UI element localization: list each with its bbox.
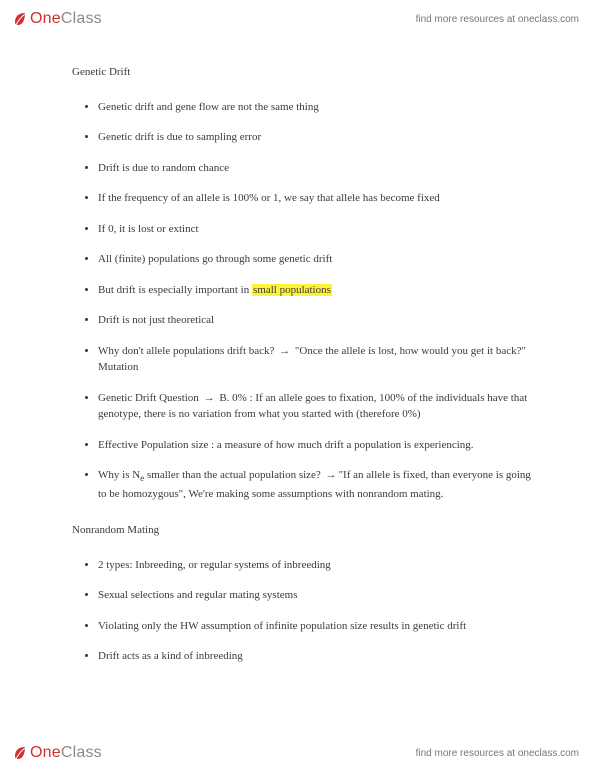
notes-list-2: 2 types: Inbreeding, or regular systems … xyxy=(72,557,535,665)
list-item: All (finite) populations go through some… xyxy=(98,251,535,268)
header-bar: OneClass find more resources at oneclass… xyxy=(0,0,595,34)
list-item: Drift is due to random chance xyxy=(98,160,535,177)
resources-link-bottom[interactable]: find more resources at oneclass.com xyxy=(416,748,579,759)
arrow-icon: → xyxy=(277,345,292,357)
list-item-highlight: But drift is especially important in sma… xyxy=(98,282,535,299)
list-item: Violating only the HW assumption of infi… xyxy=(98,618,535,635)
list-item: Genetic drift and gene flow are not the … xyxy=(98,99,535,116)
list-item: Genetic drift is due to sampling error xyxy=(98,129,535,146)
list-item: Effective Population size : a measure of… xyxy=(98,437,535,454)
leaf-icon xyxy=(12,11,28,27)
highlighted-text: small populations xyxy=(252,284,332,296)
resources-link-top[interactable]: find more resources at oneclass.com xyxy=(416,14,579,25)
list-item: If the frequency of an allele is 100% or… xyxy=(98,190,535,207)
leaf-icon xyxy=(12,745,28,761)
list-item: Sexual selections and regular mating sys… xyxy=(98,587,535,604)
brand-text: OneClass xyxy=(30,10,102,28)
text-before-highlight: But drift is especially important in xyxy=(98,284,252,296)
list-item-arrow: Why is Ne smaller than the actual popula… xyxy=(98,467,535,502)
notes-list-1: Genetic drift and gene flow are not the … xyxy=(72,99,535,503)
list-item: Drift is not just theoretical xyxy=(98,312,535,329)
brand-text-footer: OneClass xyxy=(30,744,102,762)
footer-bar: OneClass find more resources at oneclass… xyxy=(0,736,595,770)
arrow-icon: → xyxy=(202,392,217,404)
text-before-arrow: Why don't allele populations drift back? xyxy=(98,345,277,357)
list-item-arrow: Why don't allele populations drift back?… xyxy=(98,343,535,376)
text-before-arrow: Genetic Drift Question xyxy=(98,392,202,404)
brand-logo-footer[interactable]: OneClass xyxy=(12,744,102,762)
list-item: 2 types: Inbreeding, or regular systems … xyxy=(98,557,535,574)
list-item: If 0, it is lost or extinct xyxy=(98,221,535,238)
brand-logo[interactable]: OneClass xyxy=(12,10,102,28)
list-item-arrow: Genetic Drift Question → B. 0% : If an a… xyxy=(98,390,535,423)
list-item: Drift acts as a kind of inbreeding xyxy=(98,648,535,665)
document-body: Genetic Drift Genetic drift and gene flo… xyxy=(0,34,595,665)
text-before-arrow: Why is Ne smaller than the actual popula… xyxy=(98,469,324,481)
section-heading-nonrandom-mating: Nonrandom Mating xyxy=(72,522,535,539)
arrow-icon: → xyxy=(324,469,339,481)
section-heading-genetic-drift: Genetic Drift xyxy=(72,64,535,81)
